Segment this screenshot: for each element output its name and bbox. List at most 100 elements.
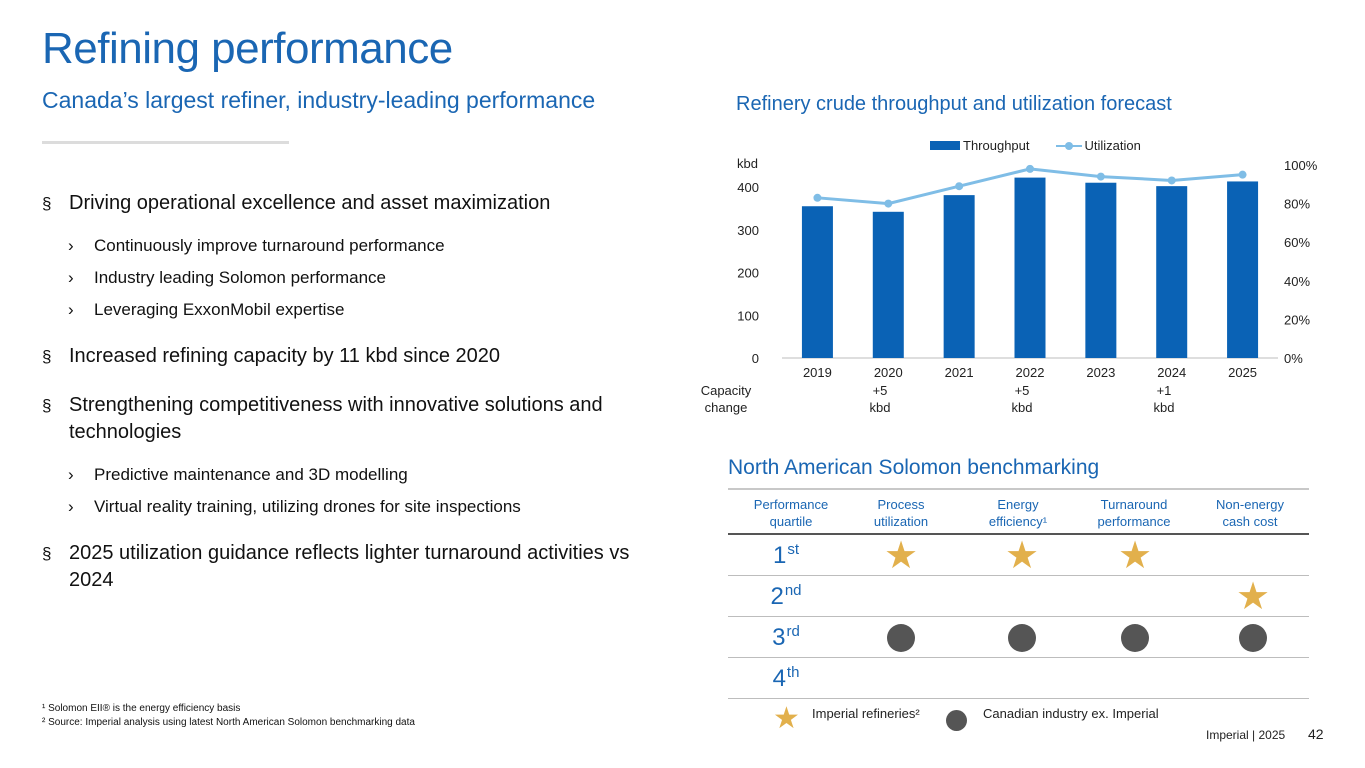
page-subtitle: Canada’s largest refiner, industry-leadi… <box>42 87 596 113</box>
table-top-rule <box>728 488 1309 490</box>
header-line: performance <box>1097 514 1171 529</box>
header-line: Energy <box>997 497 1039 512</box>
header-performance-quartile: Performance quartile <box>733 496 849 530</box>
bullet-mark: § <box>42 544 52 563</box>
legend-canadian-label: Canadian industry ex. Imperial <box>983 706 1159 721</box>
y2-tick-label: 20% <box>1284 312 1310 327</box>
bullet-item: § Strengthening competitiveness with inno… <box>42 392 642 446</box>
utilization-point <box>1238 170 1247 179</box>
bullet-item: § Driving operational excellence and asse… <box>42 190 642 217</box>
x-tick-label: 2023 <box>1086 365 1115 380</box>
quartile-suffix: st <box>787 541 800 558</box>
y-tick-label: 200 <box>737 266 759 281</box>
header-line: Performance <box>753 497 829 512</box>
y2-tick-label: 40% <box>1284 274 1310 289</box>
throughput-bar <box>1156 186 1188 358</box>
footer-brand: Imperial | 2025 <box>1206 728 1286 742</box>
utilization-point <box>1026 164 1034 173</box>
x-tick-label: 2019 <box>803 365 832 380</box>
y-tick-label: 300 <box>737 223 759 238</box>
quartile-label: 2nd <box>728 582 844 611</box>
sub-bullet-item: › Leveraging ExxonMobil expertise <box>42 299 642 321</box>
capacity-change-value: +5 <box>872 383 888 398</box>
bullet-list: § Driving operational excellence and asse… <box>42 190 642 594</box>
y-tick-label: 100 <box>737 308 759 323</box>
capacity-change-label: Capacity change <box>690 382 762 416</box>
sub-bullet-item: › Industry leading Solomon performance <box>42 267 642 289</box>
chart-legend: Throughput Utilization <box>930 138 1141 153</box>
quartile-number: 3 <box>772 624 786 651</box>
bullet-text: Driving operational excellence and asset… <box>69 192 551 214</box>
quartile-row: 2nd ★ <box>728 576 1309 617</box>
header-turnaround-performance: Turnaround performance <box>1076 496 1192 530</box>
y-axis-unit: kbd <box>737 156 758 171</box>
solomon-title: North American Solomon benchmarking <box>728 456 1100 479</box>
x-tick-label: 2021 <box>945 365 974 380</box>
page-number: 42 <box>1308 726 1324 742</box>
quartile-number: 2 <box>770 583 784 610</box>
legend-star-icon: ★ <box>773 702 800 735</box>
imperial-star-icon: ★ <box>1117 535 1153 577</box>
quartile-number: 4 <box>772 665 786 692</box>
bullet-item: § 2025 utilization guidance reflects ligh… <box>42 540 642 594</box>
quartile-label: 3rd <box>728 623 844 652</box>
y-tick-label: 0 <box>752 351 759 366</box>
y2-tick-label: 100% <box>1284 158 1318 173</box>
sub-bullet-text: Continuously improve turnaround performa… <box>94 236 445 255</box>
sub-bullet-text: Industry leading Solomon performance <box>94 268 386 287</box>
sub-bullet-mark: › <box>68 300 74 319</box>
legend-utilization-swatch <box>1055 141 1082 150</box>
throughput-bar <box>1227 181 1259 358</box>
header-energy-efficiency: Energy efficiency¹ <box>960 496 1076 530</box>
bullet-text: Increased refining capacity by 11 kbd si… <box>69 345 501 367</box>
x-tick-label: 2024 <box>1157 365 1186 380</box>
canadian-industry-dot-icon <box>1239 624 1267 652</box>
sub-bullet-item: › Predictive maintenance and 3D modelling <box>42 464 642 486</box>
bullet-text: 2025 utilization guidance reflects light… <box>69 542 630 591</box>
header-line: Non-energy <box>1216 497 1284 512</box>
legend-utilization-label: Utilization <box>1084 138 1141 153</box>
quartile-label: 1st <box>728 541 844 570</box>
capacity-change-2022: +5 kbd <box>994 382 1050 416</box>
sub-bullet-mark: › <box>68 465 74 484</box>
sub-bullet-mark: › <box>68 497 74 516</box>
throughput-bar <box>943 195 975 358</box>
sub-bullet-mark: › <box>68 236 74 255</box>
utilization-point <box>955 182 964 191</box>
capacity-change-value: +1 <box>1156 383 1172 398</box>
quartile-row: 3rd <box>728 617 1309 658</box>
legend-dot-icon <box>946 710 967 731</box>
sub-bullet-mark: › <box>68 268 74 287</box>
capacity-change-unit: kbd <box>1153 400 1175 415</box>
title-divider <box>42 141 289 144</box>
header-line: Turnaround <box>1100 497 1168 512</box>
quartile-row: 4th <box>728 658 1309 699</box>
footnote-1: ¹ Solomon EII® is the energy efficiency … <box>42 703 241 714</box>
sub-bullet-text: Predictive maintenance and 3D modelling <box>94 465 408 484</box>
header-non-energy-cash-cost: Non-energy cash cost <box>1192 496 1308 530</box>
throughput-bar <box>1014 177 1046 358</box>
page-title: Refining performance <box>42 24 453 73</box>
header-line: quartile <box>769 514 813 529</box>
capacity-change-2024: +1 kbd <box>1136 382 1192 416</box>
throughput-bar <box>1085 182 1117 358</box>
sub-bullet-text: Leveraging ExxonMobil expertise <box>94 300 345 319</box>
legend-throughput-label: Throughput <box>963 138 1030 153</box>
bullet-mark: § <box>42 396 52 415</box>
capacity-change-unit: kbd <box>869 400 891 415</box>
header-line: cash cost <box>1222 514 1278 529</box>
utilization-point <box>1096 172 1105 181</box>
x-tick-label: 2022 <box>1016 365 1045 380</box>
utilization-point <box>813 193 822 202</box>
y2-tick-label: 80% <box>1284 197 1310 212</box>
y2-tick-label: 60% <box>1284 235 1310 250</box>
quartile-label: 4th <box>728 664 844 693</box>
throughput-bar <box>872 211 904 358</box>
bullet-mark: § <box>42 347 52 366</box>
utilization-point <box>1167 176 1176 185</box>
chart-title: Refinery crude throughput and utilizatio… <box>736 93 1172 115</box>
capacity-label-line: Capacity <box>700 383 752 398</box>
header-process-utilization: Process utilization <box>843 496 959 530</box>
throughput-bar <box>801 206 833 358</box>
capacity-change-value: +5 <box>1014 383 1030 398</box>
